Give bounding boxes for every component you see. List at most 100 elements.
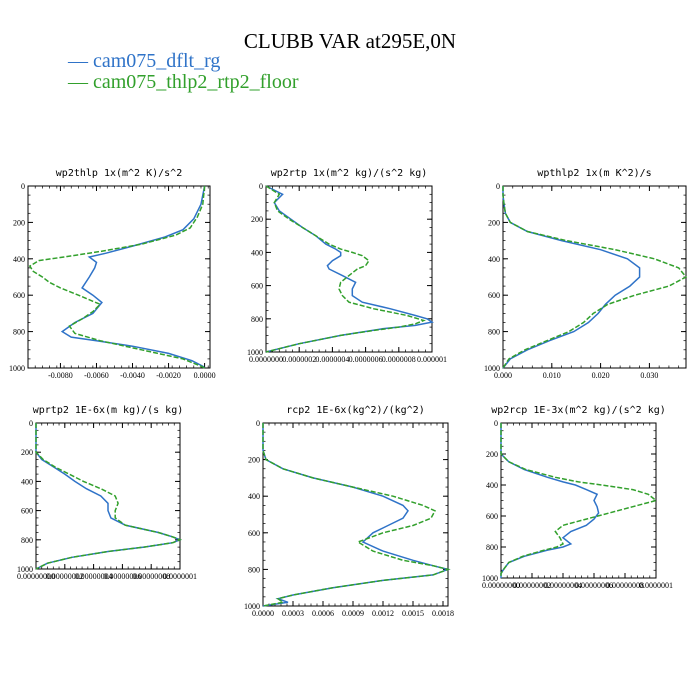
x-tick-label: 0.0000 [252, 609, 274, 618]
y-tick-label: 600 [486, 512, 498, 521]
x-tick-label: 0.020 [592, 371, 610, 380]
x-tick-label: 0.0000001 [639, 581, 673, 590]
y-tick-label: 400 [251, 248, 263, 257]
plot-frame [262, 422, 449, 607]
x-tick-label: 0.0000006 [349, 355, 383, 364]
y-tick-label: 0 [21, 182, 25, 191]
panel-2: wp2rtp 1x(m^2 kg)/(s^2 kg) 0 200 400 600 800 1… [247, 168, 447, 364]
x-tick-label: 0.000001 [417, 355, 447, 364]
y-tick-label: 600 [21, 507, 33, 516]
panel-5: rcp2 1E-6x(kg^2)/(kg^2) 0 200 400 600 800 1000… [244, 405, 454, 618]
x-tick-label: -0.0020 [156, 371, 181, 380]
legend-entry-2: — cam075_thlp2_rtp2_floor [68, 71, 299, 94]
y-tick-label: 200 [13, 218, 25, 227]
plot-frame [502, 185, 687, 369]
x-tick-label: 0.0000000 [249, 355, 283, 364]
series-line-2 [262, 423, 451, 607]
y-tick-label: 400 [13, 255, 25, 264]
x-tick-label: 0.00000002 [46, 572, 84, 581]
y-tick-label: 1000 [17, 565, 33, 574]
y-tick-label: 200 [486, 450, 498, 459]
x-tick-label: 0.0015 [402, 609, 424, 618]
x-tick-label: -0.0080 [48, 371, 73, 380]
y-tick-label: 400 [248, 492, 260, 501]
x-tick-label: 0.000 [494, 371, 512, 380]
x-tick-label: 0.030 [640, 371, 658, 380]
panel-title: wprtp2 1E-6x(m kg)/(s kg) [33, 405, 184, 416]
panel-1: wp2thlp 1x(m^2 K)/s^2 0 200 400 600 800 1000 -0… [9, 168, 216, 380]
series-line-2 [500, 423, 658, 578]
x-tick-label: 0.00000000 [482, 581, 520, 590]
y-tick-label: 1000 [244, 602, 260, 611]
y-tick-label: 400 [486, 481, 498, 490]
y-tick-label: 0 [29, 419, 33, 428]
y-tick-label: 200 [248, 456, 260, 465]
panel-title: wp2rtp 1x(m^2 kg)/(s^2 kg) [271, 168, 428, 179]
panel-title: wp2rcp 1E-3x(m^2 kg)/(s^2 kg) [491, 405, 666, 416]
y-tick-label: 800 [488, 328, 500, 337]
y-tick-label: 0 [259, 182, 263, 191]
y-tick-label: 200 [21, 448, 33, 457]
x-tick-label: 0.00000002 [513, 581, 551, 590]
y-tick-label: 400 [21, 477, 33, 486]
y-tick-label: 800 [486, 543, 498, 552]
panel-title: rcp2 1E-6x(kg^2)/(kg^2) [286, 405, 424, 416]
plot-frame [265, 185, 433, 353]
x-tick-label: 0.00000008 [132, 572, 170, 581]
series-line-2 [28, 185, 206, 369]
x-tick-label: -0.0060 [84, 371, 109, 380]
plot-frame [27, 185, 211, 369]
y-tick-label: 1000 [482, 574, 498, 583]
y-tick-label: 0 [494, 419, 498, 428]
legend-label-2: cam075_thlp2_rtp2_floor [93, 71, 299, 93]
y-tick-label: 1000 [484, 364, 500, 373]
series-line-1 [60, 185, 206, 369]
y-tick-label: 1000 [247, 348, 263, 357]
series-line-1 [265, 185, 434, 353]
series-line-1 [502, 186, 641, 369]
y-tick-label: 0 [256, 419, 260, 428]
x-tick-label: 0.0000 [194, 371, 216, 380]
y-tick-label: 800 [21, 536, 33, 545]
x-tick-label: 0.0000004 [315, 355, 349, 364]
x-tick-label: -0.0040 [120, 371, 145, 380]
x-tick-label: 0.00000000 [17, 572, 55, 581]
y-tick-label: 200 [251, 215, 263, 224]
legend-dash-1: — [68, 50, 93, 72]
series-line-2 [502, 186, 688, 369]
panel-4: wprtp2 1E-6x(m kg)/(s kg)0 200 400 600 800 10… [17, 405, 197, 581]
y-tick-label: 800 [13, 328, 25, 337]
x-tick-label: 0.0009 [342, 609, 364, 618]
y-tick-label: 600 [488, 291, 500, 300]
x-tick-label: 0.010 [543, 371, 561, 380]
x-tick-label: 0.0000002 [282, 355, 316, 364]
x-tick-label: 0.00000008 [606, 581, 644, 590]
panel-title: wpthlp2 1x(m K^2)/s [537, 168, 651, 179]
y-tick-label: 600 [13, 291, 25, 300]
y-tick-label: 600 [248, 529, 260, 538]
panel-3: wpthlp2 1x(m K^2)/s 0 200 400 600 800 10000.00… [484, 168, 688, 380]
legend-label-1: cam075_dflt_rg [93, 50, 221, 72]
x-tick-label: 0.00000004 [544, 581, 582, 590]
x-tick-label: 0.00000006 [103, 572, 141, 581]
x-tick-label: 0.00000006 [575, 581, 613, 590]
x-tick-label: 0.0018 [432, 609, 454, 618]
plot-frame [35, 422, 181, 570]
legend-entry-1: — cam075_dflt_rg [68, 50, 220, 73]
x-tick-label: 0.00000004 [75, 572, 113, 581]
y-tick-label: 1000 [9, 364, 25, 373]
plot-frame [500, 422, 657, 579]
series-line-1 [500, 423, 600, 578]
x-tick-label: 0.0006 [312, 609, 334, 618]
page-title: CLUBB VAR at295E,0N [243, 29, 457, 53]
x-tick-label: 0.0003 [282, 609, 304, 618]
series-line-1 [262, 423, 451, 607]
y-tick-label: 800 [248, 565, 260, 574]
y-tick-label: 400 [488, 255, 500, 264]
series-line-2 [265, 185, 426, 353]
x-tick-label: 0.0000001 [163, 572, 197, 581]
panel-6: wp2rcp 1E-3x(m^2 kg)/(s^2 kg) 0 200 400 600 8… [482, 405, 673, 590]
y-tick-label: 600 [251, 282, 263, 291]
y-tick-label: 200 [488, 218, 500, 227]
